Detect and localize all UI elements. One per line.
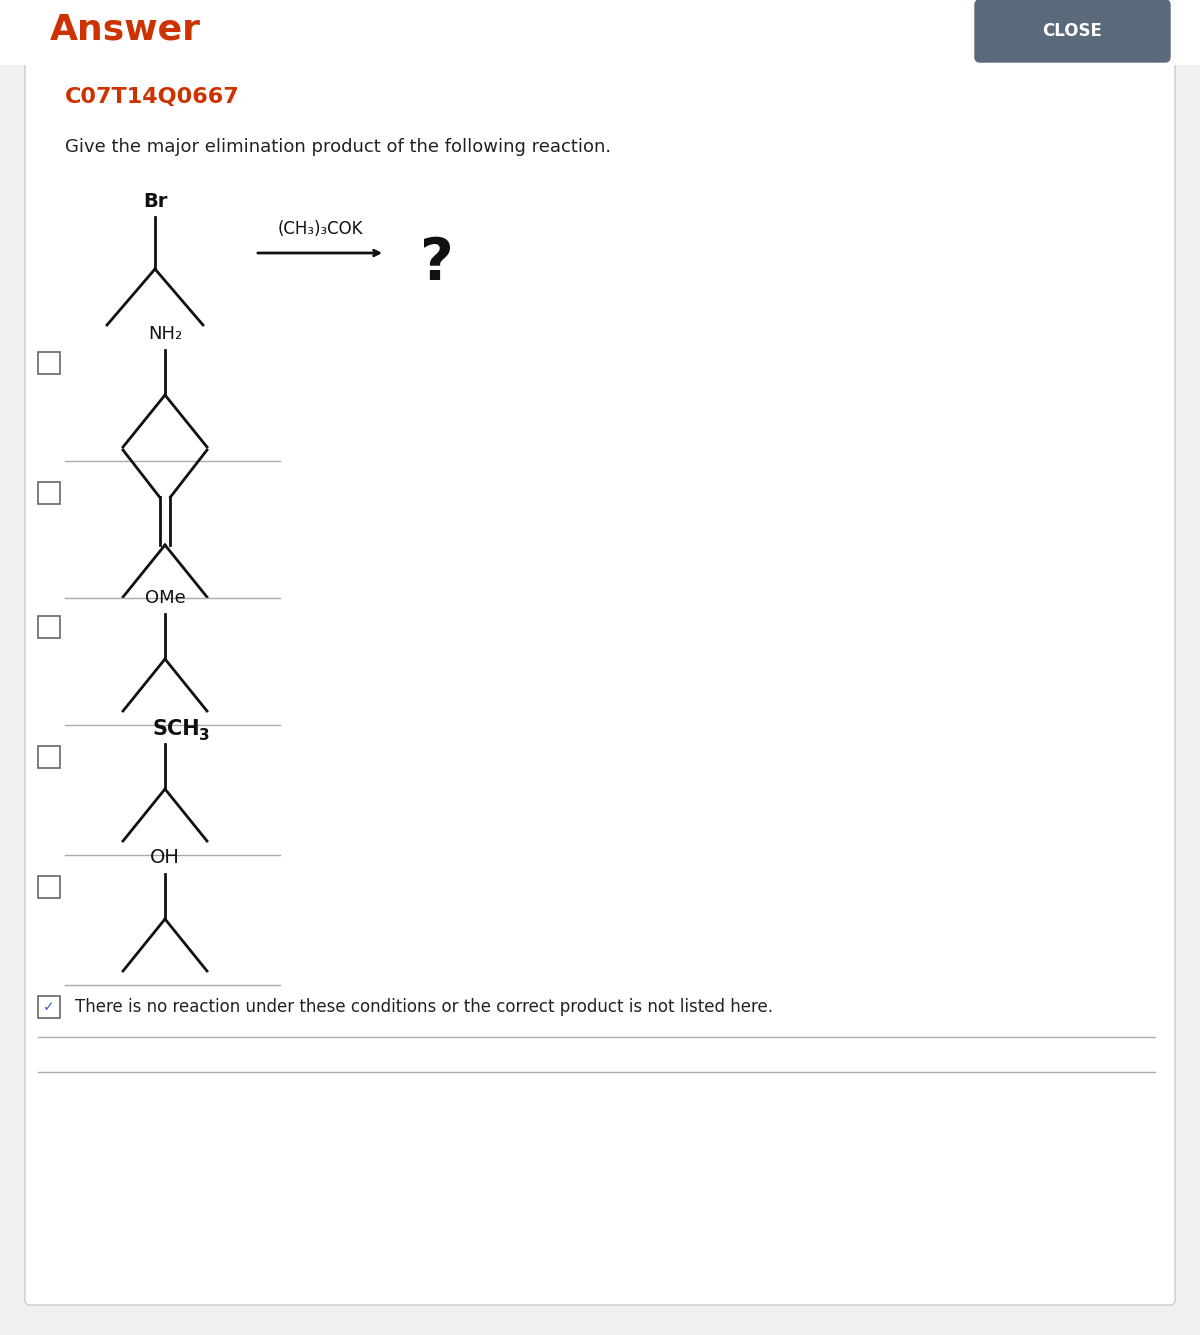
Bar [38, 876, 60, 898]
Text: Br: Br [143, 192, 167, 211]
Text: OH: OH [150, 848, 180, 866]
Text: (CH₃)₃COK: (CH₃)₃COK [277, 220, 362, 238]
Bar [38, 746, 60, 768]
Text: 3: 3 [199, 728, 210, 744]
Text: Give the major elimination product of the following reaction.: Give the major elimination product of th… [65, 138, 611, 156]
Bar [0, 0, 1200, 65]
Bar [38, 482, 60, 505]
Bar [38, 352, 60, 374]
Text: Answer: Answer [50, 13, 202, 47]
Text: There is no reaction under these conditions or the correct product is not listed: There is no reaction under these conditi… [74, 999, 773, 1016]
Text: SCH: SCH [152, 720, 199, 740]
Bar [38, 996, 60, 1019]
FancyBboxPatch shape [25, 35, 1175, 1306]
Text: OMe: OMe [145, 589, 185, 607]
Text: ✓: ✓ [43, 1000, 55, 1015]
Text: ?: ? [420, 235, 454, 291]
Text: C07T14Q0667: C07T14Q0667 [65, 87, 240, 107]
Bar [38, 615, 60, 638]
Text: NH₂: NH₂ [148, 324, 182, 343]
Text: CLOSE: CLOSE [1042, 21, 1102, 40]
FancyBboxPatch shape [974, 0, 1170, 61]
